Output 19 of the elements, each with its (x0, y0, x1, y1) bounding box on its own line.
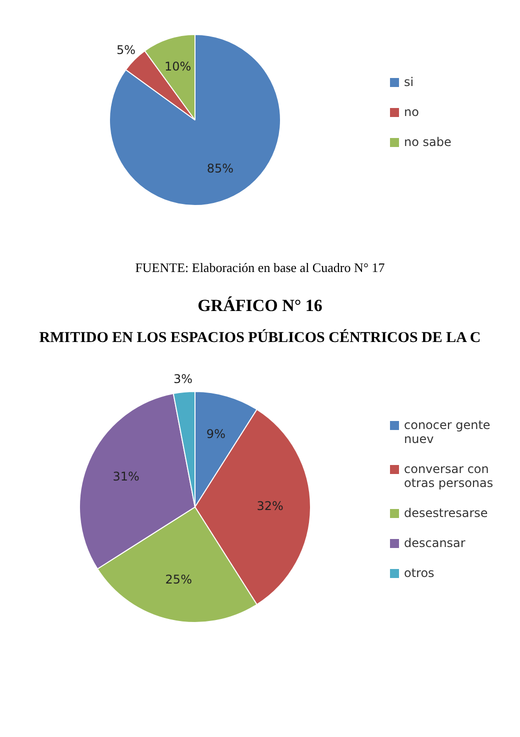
data-label: 9% (206, 427, 226, 442)
legend-label: descansar (404, 536, 466, 550)
data-label: 85% (206, 162, 234, 176)
data-label: 10% (164, 59, 192, 74)
data-label: 32% (256, 499, 284, 514)
data-label: 3% (173, 372, 193, 386)
legend-label: conocer gente nuev (404, 418, 492, 446)
data-label: 5% (116, 43, 136, 58)
legend-label: desestresarse (404, 506, 488, 520)
source-note: FUENTE: Elaboración en base al Cuadro N° 17 (134, 260, 386, 276)
legend-label: si (404, 75, 414, 89)
data-label: 31% (112, 469, 140, 484)
data-label: 25% (165, 572, 192, 586)
chart-title: GRÁFICO N° 16 (196, 296, 324, 316)
legend-label: otros (404, 566, 434, 580)
chart-subtitle: RMITIDO EN LOS ESPACIOS PÚBLICOS CÉNTRICOS DE LA C (38, 330, 482, 347)
legend-label: no sabe (404, 135, 452, 149)
legend-label: no (404, 105, 419, 119)
legend-label: conversar con otras personas (404, 462, 494, 490)
